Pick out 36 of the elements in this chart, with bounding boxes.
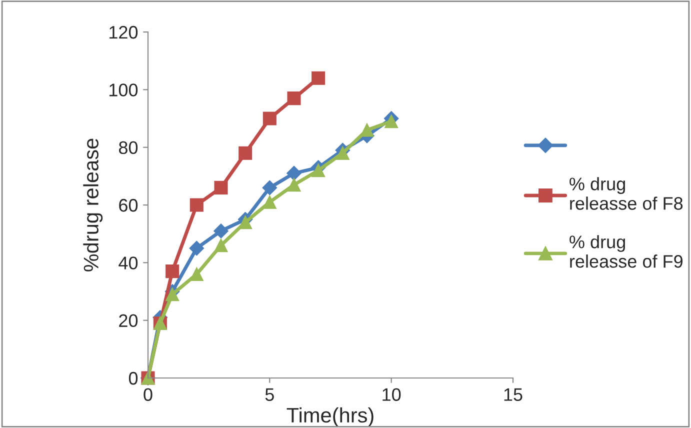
- y-tick-label: 40: [118, 256, 138, 270]
- y-tick-label: 120: [110, 26, 138, 39]
- point: [262, 112, 276, 126]
- x-tick-label: 15: [504, 388, 522, 401]
- x-tick-label: 10: [382, 388, 401, 401]
- y-axis-title: %drug release: [83, 138, 103, 272]
- y-tick-label: 0: [128, 372, 138, 385]
- point: [287, 92, 301, 106]
- point: [189, 240, 204, 256]
- point: [190, 198, 204, 212]
- point: [286, 166, 302, 181]
- y-tick-label: 20: [119, 314, 138, 328]
- point: [262, 180, 278, 196]
- point: [238, 216, 252, 230]
- point: [312, 71, 326, 85]
- point: [384, 114, 398, 128]
- point: [190, 267, 204, 281]
- point: [214, 180, 228, 194]
- y-tick-label: 60: [119, 198, 138, 212]
- point: [312, 164, 326, 178]
- point: [214, 224, 228, 238]
- point: [238, 146, 252, 160]
- legend-label: % drug releasse of F9: [570, 235, 682, 268]
- point: [166, 264, 180, 278]
- legend-label: % drug releasse of F8: [570, 177, 683, 210]
- x-axis-title: Time(hrs): [286, 407, 374, 427]
- y-tick-label: 100: [110, 84, 138, 96]
- x-tick-label: 0: [144, 388, 152, 401]
- point: [166, 288, 180, 302]
- point: [214, 238, 228, 252]
- point: [360, 123, 374, 137]
- point: [336, 146, 350, 160]
- x-tick-label: 5: [265, 388, 274, 401]
- y-tick-label: 80: [118, 141, 138, 154]
- point: [262, 195, 276, 209]
- point: [287, 178, 301, 192]
